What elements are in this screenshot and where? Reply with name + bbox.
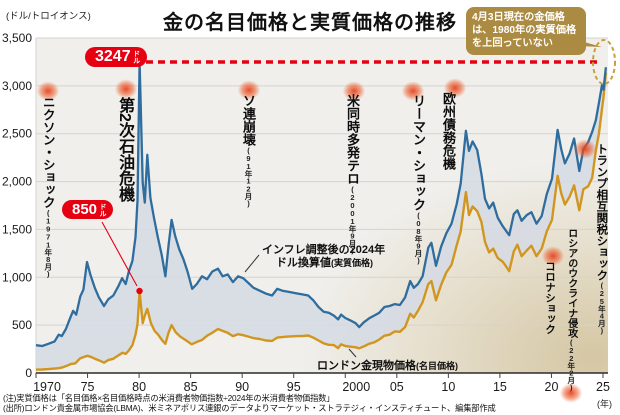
nominal-price-series-label: ロンドン金現物価格(名目価格) [317, 357, 458, 373]
event-glow-dot [234, 77, 264, 103]
event-date: (1971年8月) [43, 208, 53, 278]
nominal-peak-unit: ドル [99, 202, 107, 217]
event-glow-dot [33, 78, 63, 104]
x-tick-label: 2000 [342, 380, 370, 394]
event-glow-dot [538, 243, 568, 269]
callout-line-3: を上回っていない [472, 37, 553, 49]
real-label-pointer [244, 254, 260, 273]
event-label: 米同時多発テロ [344, 94, 360, 185]
real-peak-value: 3247 [95, 48, 131, 65]
callout-line-2: は、1980年の実質価格 [472, 24, 577, 36]
real-peak-price-badge: 3247 ドル [85, 47, 147, 67]
x-tick-label: 80 [132, 380, 146, 394]
nominal-price-line [35, 72, 608, 371]
callout-line-1: 4月3日現在の金価格 [472, 12, 565, 23]
fill-between-real-and-nominal [36, 62, 606, 370]
y-tick-label: 1,000 [2, 270, 32, 284]
y-tick-label: 3,500 [2, 31, 32, 45]
event-date: (25年4月) [597, 281, 607, 334]
x-tick-label: 75 [81, 380, 95, 394]
event-label: 第2次石油危機 [116, 97, 134, 202]
event-label: 欧州債務危機 [440, 92, 456, 170]
nominal-label-suffix: (名目価格) [416, 361, 458, 371]
real-price-line [35, 61, 608, 348]
real-price-series-label: インフレ調整後の2024年 ドル換算値(実質価格) [262, 244, 385, 269]
x-tick-label: 1970 [33, 380, 61, 394]
y-tick-label: 2,000 [2, 175, 32, 189]
real-peak-unit: ドル [132, 50, 140, 64]
footnotes: (注)実質価格は「名目価格×名目価格時点の米消費者物価指数÷2024年の米消費者… [3, 393, 496, 414]
x-axis-year-unit: (年) [597, 399, 612, 409]
x-tick-label: 10 [441, 380, 455, 394]
event-glow-dot [111, 76, 141, 102]
nominal-peak-dot [136, 287, 143, 295]
real-label-suffix: (実質価格) [331, 257, 373, 268]
event-glow-dot [570, 136, 600, 162]
event-annotation: 欧州債務危機 [440, 92, 456, 170]
y-tick-label: 2,500 [2, 127, 32, 141]
callout-bubble: 4月3日現在の金価格 は、1980年の実質価格 を上回っていない [466, 7, 586, 56]
event-annotation: ソ連崩壊(91年12月) [240, 94, 256, 207]
y-tick-label: 1,500 [2, 222, 32, 236]
nominal-label-pointer [348, 348, 357, 358]
event-annotation: コロナショック [543, 261, 556, 335]
y-tick-label: 500 [12, 318, 32, 332]
event-annotation: ロシアのウクライナ侵攻(22年2月) [565, 228, 577, 391]
chart-title: 金の名目価格と実質価格の推移 [163, 12, 457, 34]
footnote-method: (注)実質価格は「名目価格×名目価格時点の米消費者物価指数÷2024年の米消費者… [3, 393, 335, 403]
x-tick-label: 90 [235, 380, 249, 394]
nominal-peak-price-badge: 850 ドル [62, 200, 114, 219]
event-glow-dot [339, 78, 369, 104]
nominal-peak-value: 850 [72, 201, 98, 218]
event-annotation: リーマン・ショック(08年9月) [410, 94, 426, 264]
real-label-line-1: インフレ調整後の2024年 [262, 244, 386, 256]
event-label: リーマン・ショック [410, 94, 426, 211]
event-label: ソ連崩壊 [240, 94, 256, 146]
y-axis-unit-label: (ドル/トロイオンス) [6, 11, 91, 22]
event-annotation: 米同時多発テロ(2001年9月) [344, 94, 360, 254]
x-tick-label: 95 [287, 380, 301, 394]
event-label: トランプ相互関税ショック [595, 143, 608, 281]
event-date: (22年2月) [566, 338, 576, 391]
real-label-line-2: ドル換算値 [276, 256, 331, 269]
x-tick-label: 05 [390, 380, 404, 394]
footnote-source: (出所)ロンドン貴金属市場協会(LBMA)、米ミネアポリス連銀のデータよりマーケ… [3, 402, 496, 413]
event-date: (08年9月) [413, 211, 423, 264]
nominal-peak-pointer-line [101, 221, 138, 287]
event-label: ニクソン・ショック [40, 96, 55, 209]
event-glow-dot [398, 78, 428, 104]
nominal-label-text: ロンドン金現物価格 [317, 360, 416, 372]
event-annotation: トランプ相互関税ショック(25年4月) [595, 143, 607, 334]
x-tick-label: 85 [184, 380, 198, 394]
x-tick-label: 20 [545, 380, 559, 394]
event-label: コロナショック [543, 261, 556, 335]
event-date: (2001年9月) [347, 185, 357, 254]
event-label: ロシアのウクライナ侵攻 [565, 228, 577, 338]
current-price-highlight-ellipse [592, 39, 616, 85]
event-glow-dot [556, 380, 586, 406]
event-date: (91年12月) [243, 146, 253, 207]
event-annotation: ニクソン・ショック(1971年8月) [40, 96, 55, 278]
event-annotation: 第2次石油危機 [116, 97, 134, 202]
y-tick-label: 3,000 [2, 79, 32, 93]
event-glow-dot [440, 75, 470, 101]
x-tick-label: 25 [596, 380, 610, 394]
x-tick-label: 15 [493, 380, 507, 394]
y-tick-label: 0 [25, 366, 32, 380]
